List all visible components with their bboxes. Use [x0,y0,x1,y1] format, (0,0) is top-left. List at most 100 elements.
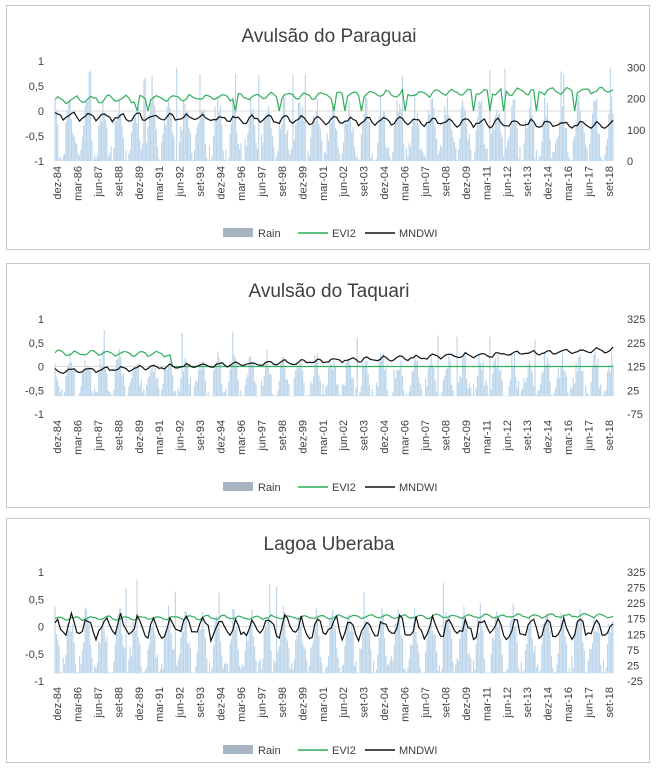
rain-bar [207,392,209,397]
legend-rain-label: Rain [258,745,281,757]
rain-bar [126,672,129,674]
rain-bar [120,115,122,161]
rain-bar [193,385,196,397]
rain-bar [384,111,386,161]
rain-bar [394,119,397,161]
rain-bar [379,621,382,674]
rain-bar [92,393,94,397]
rain-bar [366,360,368,397]
rain-bar [466,378,468,397]
rain-bar [152,96,155,161]
rain-bar [244,139,246,161]
legend-rain-swatch [223,482,253,491]
rain-bar [411,125,413,161]
rain-bar [490,389,492,397]
rain-bar [100,121,103,161]
rain-bar [356,157,358,161]
evi2-series [54,86,614,112]
x-tick-label: dez-04 [379,166,391,200]
rain-bar [206,157,208,161]
rain-bar [609,632,611,674]
rain-bar [349,631,351,674]
rain-bar [352,378,354,397]
rain-bar [513,626,516,674]
rain-bar [306,660,308,674]
y-right-tick: -75 [627,409,643,421]
rain-bar [289,668,291,674]
rain-bar [321,394,323,397]
rain-bar [182,632,185,674]
rain-bar [256,148,258,161]
rain-bar [241,160,243,161]
rain-bar [237,143,239,161]
rain-bar [422,672,424,674]
rain-bar [218,111,220,161]
rain-bar [378,116,380,161]
rain-bar [229,133,231,161]
rain-bar [181,332,183,397]
rain-bar [367,374,369,397]
rain-bar [381,607,383,674]
rain-bar [62,657,64,674]
rain-bar [336,384,338,397]
rain-bar [275,586,278,674]
rain-bar [431,364,434,397]
rain-bar [466,628,468,674]
rain-bar [117,114,119,161]
rain-bar [314,121,316,161]
rain-bar [472,660,475,674]
rain-bar [503,671,505,674]
rain-bar [99,113,101,161]
rain-bar [131,656,133,674]
rain-bar [293,659,295,674]
rain-bar [314,355,316,397]
rain-bar [590,648,592,674]
rain-bar [158,672,160,674]
rain-bar [120,608,122,674]
rain-bar [89,644,92,674]
rain-bar [301,642,304,674]
rain-bar [377,655,379,674]
rain-bar [111,672,114,674]
rain-bar [167,99,170,161]
rain-bar [54,363,56,397]
x-tick-label: dez-99 [297,166,309,200]
x-tick-label: dez-94 [216,687,228,721]
rain-bar [211,667,213,674]
rain-bar [87,616,89,674]
rain-bar [364,94,367,161]
rain-bar [232,608,234,674]
rain-bar [583,650,585,674]
rain-bar [173,648,175,674]
rain-bar [393,644,395,674]
rain-bar [170,113,172,161]
rain-bar [147,378,149,397]
rain-bar [224,160,226,161]
rain-bar [155,378,157,397]
rain-bar [382,613,384,674]
rain-bar [576,622,579,674]
x-tick-label: dez-99 [297,420,309,454]
rain-bar [403,668,405,674]
rain-bar [602,394,605,397]
rain-bar [552,152,554,161]
rain-bar [72,623,74,674]
rain-bar [196,127,198,161]
rain-bar [341,384,343,397]
rain-bar [430,99,432,161]
rain-bar [105,119,107,161]
rain-bar [232,96,234,161]
rain-bar [364,361,367,397]
rain-bar [437,670,439,674]
rain-bar [98,641,100,674]
rain-bar [225,149,227,161]
rain-bar [85,367,88,397]
rain-bar [251,609,253,674]
rain-bar [199,628,201,674]
rain-bar [396,100,398,161]
rain-bar [366,625,368,674]
x-tick-label: set-18 [604,687,616,718]
rain-bar [329,617,331,674]
rain-bar [377,142,379,161]
rain-bar [57,380,59,397]
